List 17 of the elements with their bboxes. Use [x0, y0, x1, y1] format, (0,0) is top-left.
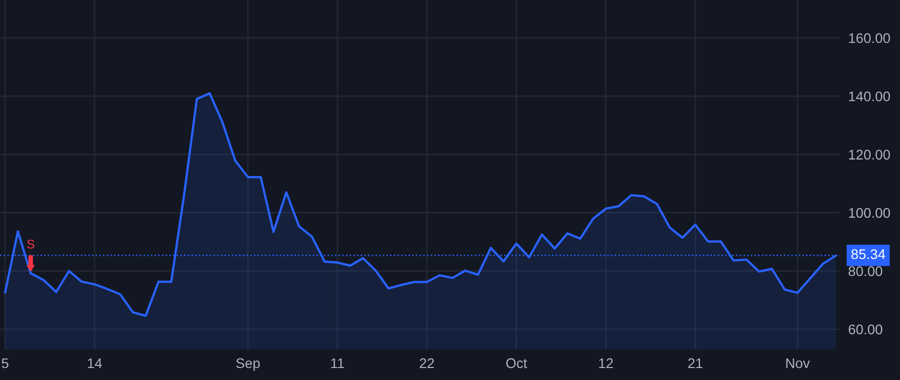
x-tick-label: 12: [599, 358, 613, 368]
x-tick-label: Sep: [236, 358, 260, 371]
y-tick-label: 80.00: [848, 266, 882, 276]
y-tick-label: 140.00: [849, 91, 890, 102]
x-tick-label: 22: [420, 358, 434, 368]
y-tick-label: 60.00: [848, 324, 882, 334]
x-tick-label: 14: [88, 358, 102, 368]
annotation: S: [27, 240, 34, 249]
x-tick-label: 21: [688, 358, 702, 368]
x-tick-label: 11: [331, 358, 344, 368]
x-tick-label: 5: [2, 358, 8, 368]
x-tick-label: Oct: [506, 358, 528, 368]
x-tick-label: Nov: [786, 358, 810, 368]
y-tick-label: 160.00: [849, 33, 890, 44]
y-tick-label: 100.00: [849, 208, 890, 218]
ref-line-label: 85.34: [851, 249, 886, 260]
y-tick-label: 120.00: [849, 150, 890, 160]
